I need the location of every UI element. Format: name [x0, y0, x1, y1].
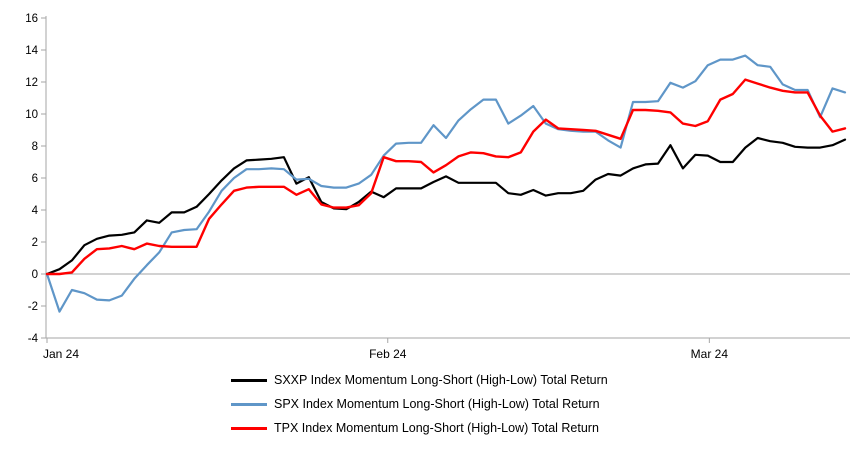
- y-tick-label: -4: [28, 333, 39, 345]
- series-line-spx: [45, 54, 847, 313]
- y-tick-label: -2: [28, 301, 38, 313]
- tpx-line-swatch: [231, 427, 267, 430]
- y-tick-label: 10: [25, 109, 38, 121]
- legend-item-sxxp: SXXP Index Momentum Long-Short (High-Low…: [231, 372, 608, 389]
- sxxp-line-swatch: [231, 379, 267, 382]
- chart-legend: SXXP Index Momentum Long-Short (High-Low…: [231, 372, 608, 437]
- y-tick-label: 16: [25, 13, 38, 25]
- y-tick-label: 4: [32, 205, 39, 217]
- momentum-chart-svg: 16 14 12 10 8 6 4 2 0 -2 -4 Jan 24 Feb 24 Mar 24: [25, 13, 850, 361]
- x-tick-label: Jan 24: [43, 347, 79, 361]
- legend-label-tpx: TPX Index Momentum Long-Short (High-Low)…: [274, 421, 599, 435]
- x-tick-label: Mar 24: [691, 347, 729, 361]
- legend-label-spx: SPX Index Momentum Long-Short (High-Low)…: [274, 397, 600, 411]
- y-tick-label: 0: [32, 269, 38, 281]
- spx-line-swatch: [231, 403, 267, 406]
- legend-item-tpx: TPX Index Momentum Long-Short (High-Low)…: [231, 420, 608, 437]
- legend-label-sxxp: SXXP Index Momentum Long-Short (High-Low…: [274, 373, 608, 387]
- legend-item-spx: SPX Index Momentum Long-Short (High-Low)…: [231, 396, 608, 413]
- series-line-sxxp: [45, 136, 847, 276]
- y-tick-label: 2: [32, 237, 38, 249]
- y-tick-label: 14: [25, 45, 38, 57]
- y-tick-label: 8: [32, 141, 38, 153]
- x-tick-label: Feb 24: [369, 347, 407, 361]
- series-line-tpx: [45, 78, 847, 276]
- y-tick-label: 6: [32, 173, 38, 185]
- y-tick-label: 12: [25, 77, 38, 89]
- momentum-chart: 16 14 12 10 8 6 4 2 0 -2 -4 Jan 24 Feb 24 Mar 24: [25, 13, 850, 361]
